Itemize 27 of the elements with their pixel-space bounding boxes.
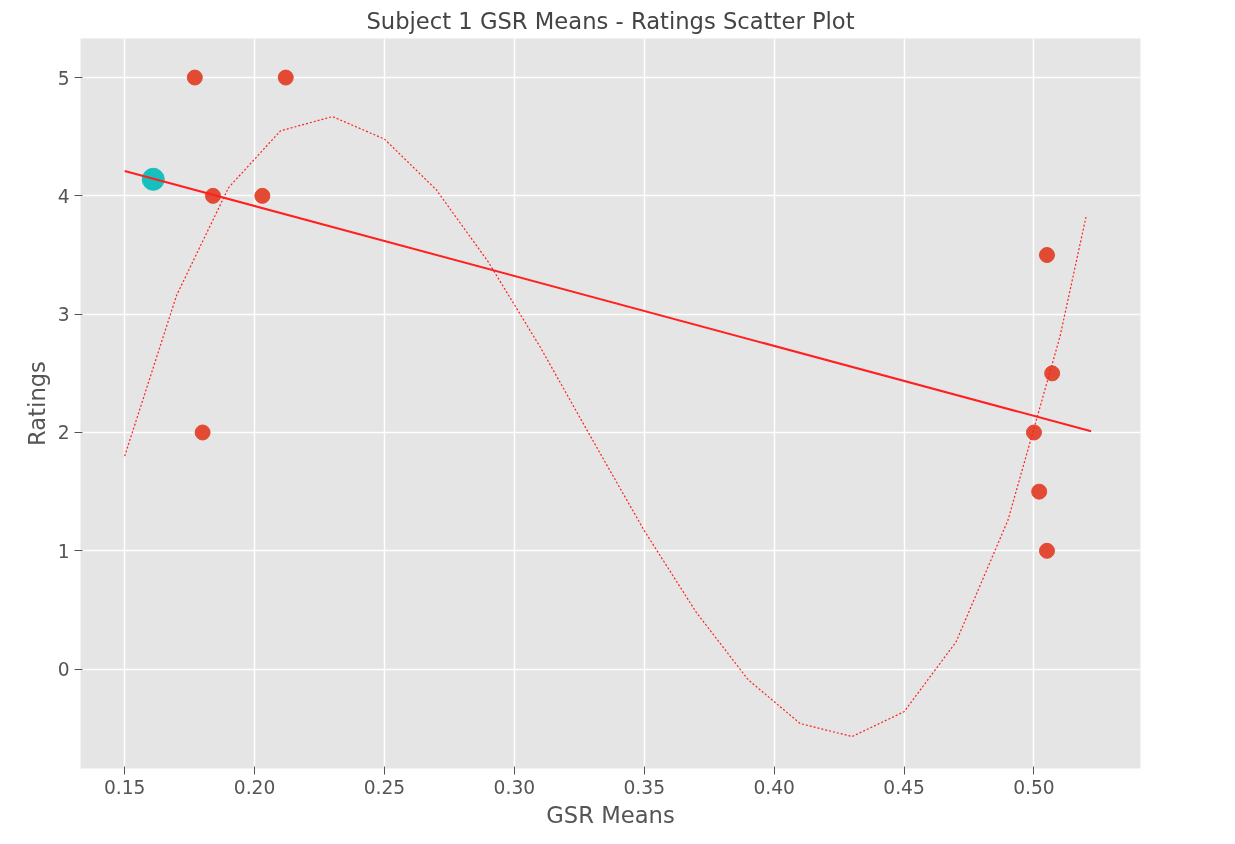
- y-tick-label: 0: [57, 659, 70, 681]
- x-tick-label: 0.15: [103, 776, 146, 798]
- y-tick-label: 2: [57, 422, 70, 444]
- x-tick-label: 0.45: [883, 776, 925, 798]
- line-series: [124, 115, 1087, 738]
- x-axis-title: GSR Means: [546, 801, 675, 828]
- point: [1031, 483, 1048, 500]
- y-tick-label: 1: [57, 540, 70, 562]
- y-axis-title: Ratings: [23, 361, 50, 446]
- point: [186, 69, 203, 86]
- x-tick-label: 0.35: [623, 776, 666, 798]
- point: [277, 69, 294, 86]
- point: [1038, 542, 1055, 559]
- chart-title: Subject 1 GSR Means - Ratings Scatter Plot: [366, 7, 855, 34]
- y-tick-label: 5: [57, 67, 70, 89]
- point: [1044, 365, 1061, 382]
- y-tick-label: 4: [57, 185, 70, 207]
- point: [254, 187, 271, 204]
- y-tick-label: 3: [57, 304, 70, 326]
- point: [194, 424, 211, 441]
- x-tick-label: 0.40: [753, 776, 795, 798]
- x-tick-label: 0.25: [363, 776, 406, 798]
- x-tick-label: 0.20: [233, 776, 276, 798]
- point: [1038, 247, 1055, 263]
- x-tick-label: 0.50: [1013, 776, 1055, 798]
- x-tick-label: 0.30: [493, 776, 536, 798]
- point: [1025, 424, 1042, 441]
